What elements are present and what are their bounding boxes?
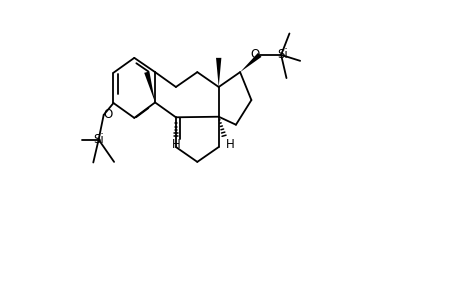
Polygon shape <box>240 53 261 72</box>
Text: Si: Si <box>277 48 287 62</box>
Text: Si: Si <box>93 133 104 146</box>
Text: H: H <box>226 138 235 151</box>
Polygon shape <box>216 58 221 87</box>
Text: O: O <box>103 108 112 122</box>
Text: H: H <box>171 138 180 151</box>
Polygon shape <box>144 71 155 102</box>
Text: O: O <box>250 48 259 62</box>
